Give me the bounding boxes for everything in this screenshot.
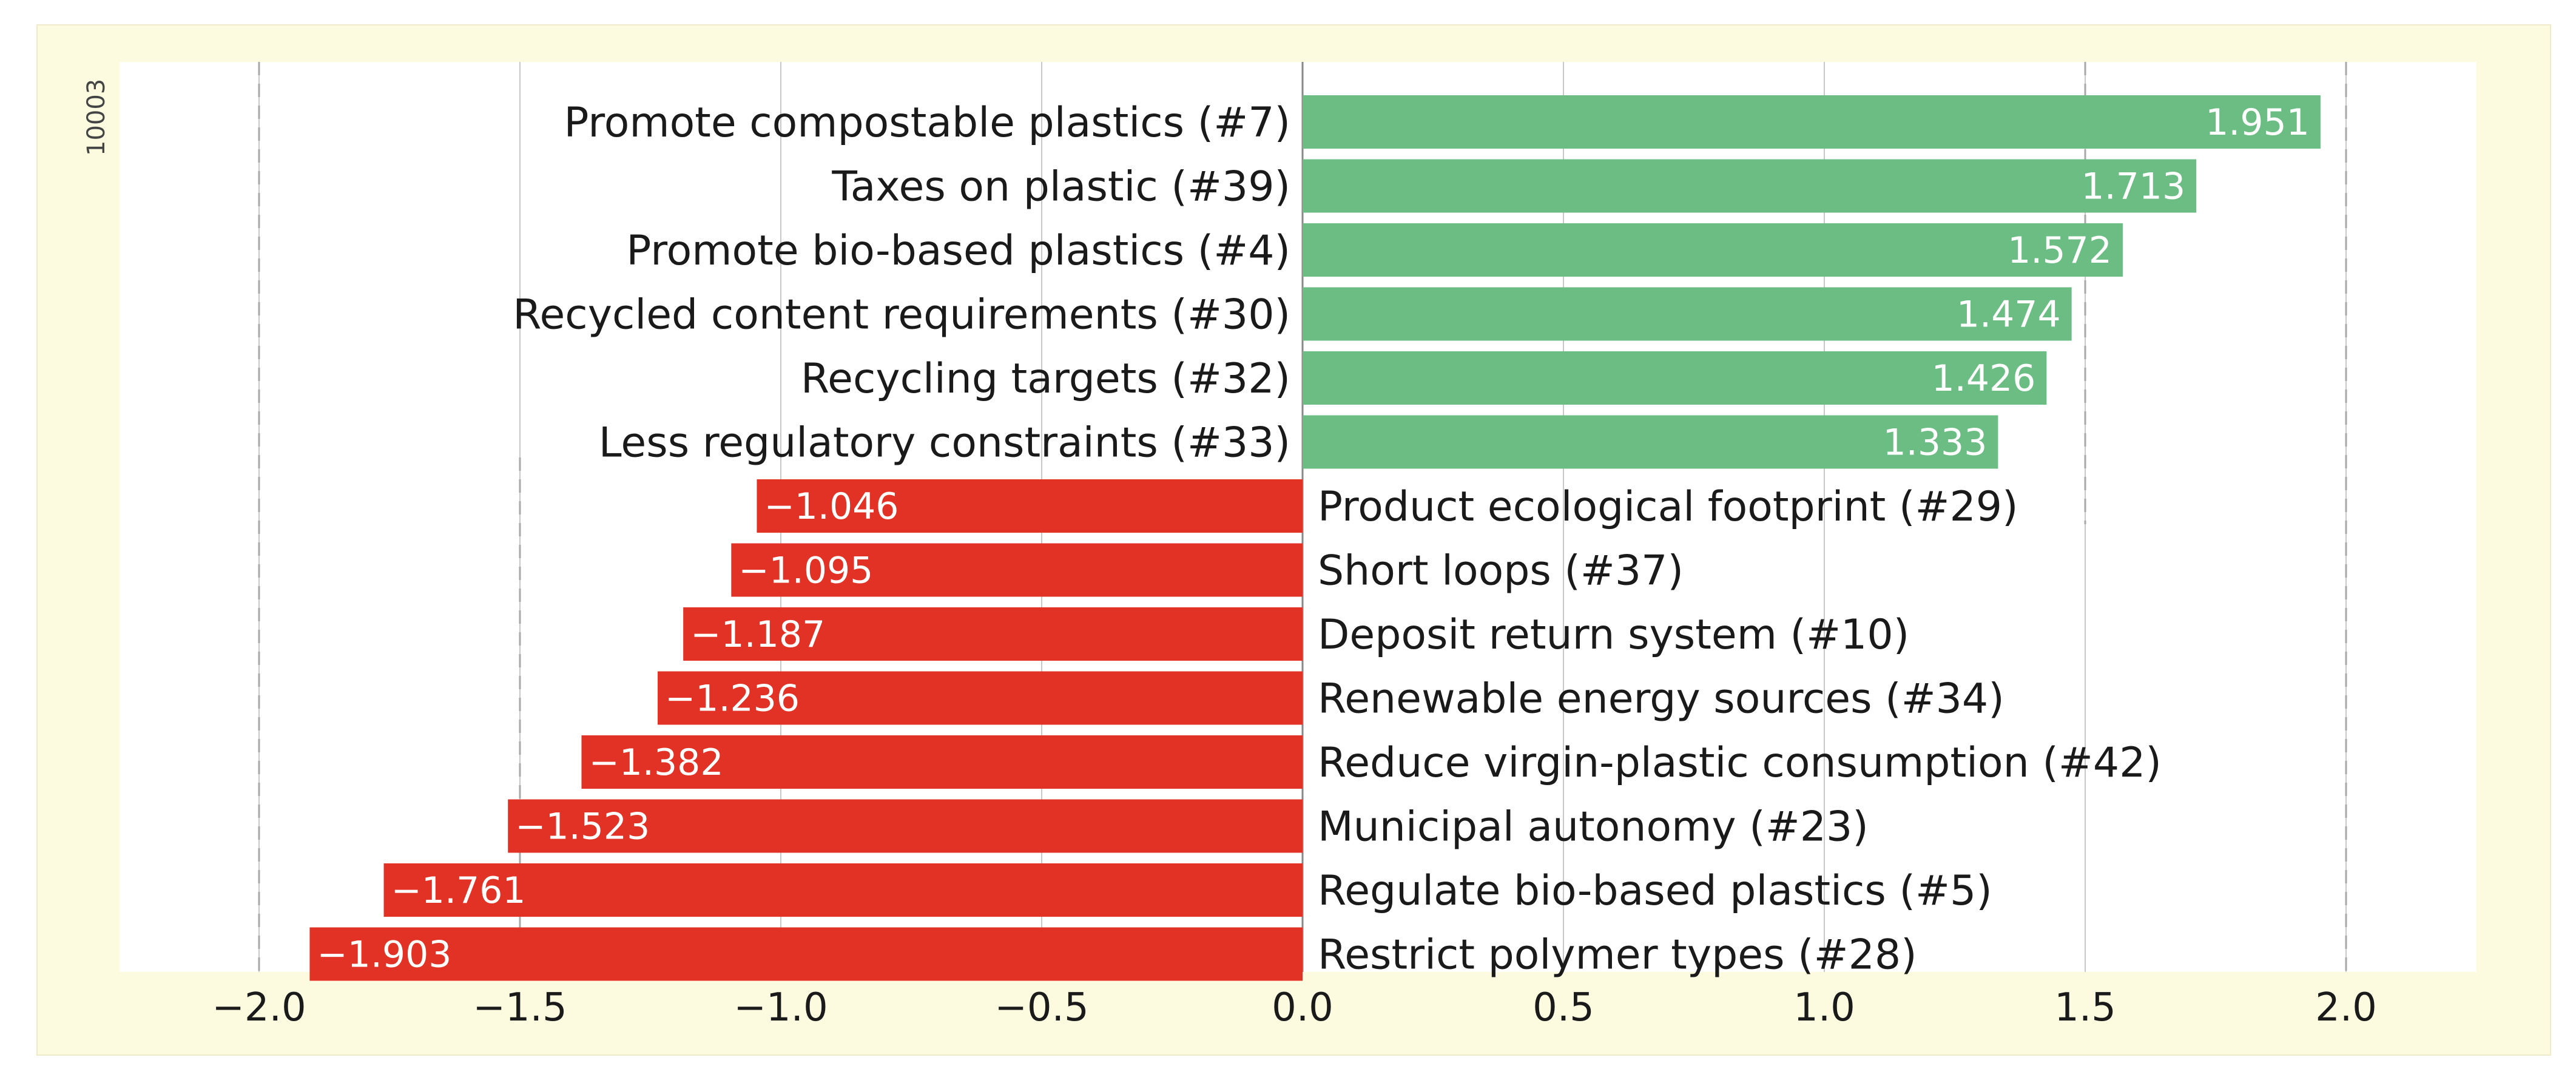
- x-tick-label: −1.5: [473, 985, 567, 1030]
- bar-negative: [508, 799, 1303, 853]
- data-value-label: 1.951: [2205, 101, 2310, 144]
- bar-negative: [309, 927, 1303, 981]
- data-value-label: 1.426: [1932, 357, 2036, 400]
- data-value-label: 1.572: [2008, 229, 2112, 272]
- bar-positive: [1303, 223, 2123, 277]
- bar-chart: 1.951 Promote compostable plastics (#7) 1.…: [83, 62, 2477, 1030]
- category-label: Deposit return system (#10): [1318, 611, 1909, 659]
- category-label: Recycled content requirements (#30): [513, 291, 1290, 339]
- bar-negative: [581, 735, 1303, 789]
- bar-positive: [1303, 159, 2197, 213]
- data-value-label: −1.382: [588, 741, 723, 784]
- data-value-label: −1.046: [764, 485, 899, 528]
- category-label: Regulate bio-based plastics (#5): [1318, 867, 1992, 915]
- bar-negative: [731, 543, 1303, 597]
- bar-positive: [1303, 287, 2072, 341]
- figure-id-label: 10003: [83, 79, 110, 156]
- data-value-label: 1.474: [1957, 294, 2061, 336]
- x-tick-label: −0.5: [994, 985, 1088, 1030]
- x-tick-label: 1.5: [2054, 985, 2116, 1030]
- chart-panel: 1.951 Promote compostable plastics (#7) 1.…: [36, 24, 2551, 1056]
- category-label: Promote bio-based plastics (#4): [626, 227, 1290, 275]
- category-label: Less regulatory constraints (#33): [599, 419, 1290, 467]
- category-label: Promote compostable plastics (#7): [564, 99, 1290, 147]
- bar-negative: [383, 863, 1303, 917]
- x-tick-label: 0.0: [1272, 985, 1334, 1030]
- data-value-label: −1.761: [391, 869, 526, 912]
- data-value-label: −1.903: [317, 934, 451, 976]
- bar-negative: [757, 479, 1303, 533]
- bar-negative: [683, 607, 1303, 661]
- category-label: Short loops (#37): [1318, 547, 1684, 595]
- data-value-label: 1.713: [2081, 166, 2185, 208]
- data-value-label: −1.236: [665, 678, 800, 720]
- category-label: Taxes on plastic (#39): [831, 163, 1290, 211]
- x-tick-label: −2.0: [212, 985, 306, 1030]
- category-label: Reduce virgin-plastic consumption (#42): [1318, 739, 2162, 787]
- bar-positive: [1303, 351, 2047, 405]
- x-tick-label: 0.5: [1532, 985, 1594, 1030]
- category-label: Renewable energy sources (#34): [1318, 675, 2004, 723]
- data-value-label: −1.095: [738, 550, 873, 592]
- bar-positive: [1303, 95, 2321, 149]
- x-tick-label: 2.0: [2315, 985, 2377, 1030]
- data-value-label: −1.523: [515, 806, 650, 848]
- category-label: Restrict polymer types (#28): [1318, 931, 1917, 979]
- category-label: Product ecological footprint (#29): [1318, 483, 2018, 531]
- bar-negative: [658, 671, 1303, 725]
- category-label: Recycling targets (#32): [801, 355, 1290, 403]
- data-value-label: −1.187: [690, 613, 825, 656]
- data-value-label: 1.333: [1883, 422, 1988, 464]
- category-label: Municipal autonomy (#23): [1318, 803, 1869, 851]
- x-tick-label: −1.0: [733, 985, 828, 1030]
- bar-positive: [1303, 415, 1998, 469]
- x-tick-label: 1.0: [1793, 985, 1855, 1030]
